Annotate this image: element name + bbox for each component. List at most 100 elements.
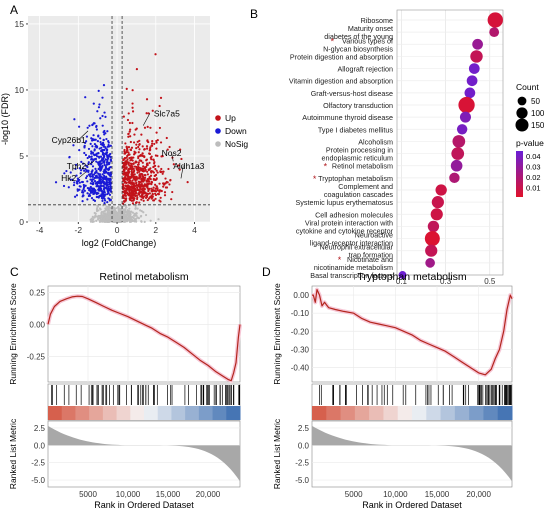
volcano-point-up xyxy=(133,173,136,176)
volcano-x-tick-label: 0 xyxy=(115,225,120,235)
gsea-rank-heat-segment xyxy=(102,406,118,420)
volcano-point-down xyxy=(99,117,102,120)
volcano-gene-label: Hk2 xyxy=(61,173,76,183)
volcano-point-down xyxy=(89,185,92,189)
volcano-point-up xyxy=(153,199,156,202)
volcano-point-up xyxy=(152,186,155,189)
volcano-point-down xyxy=(92,122,95,125)
volcano-point-down xyxy=(104,152,107,156)
volcano-point-nosig xyxy=(106,216,109,220)
volcano-point-nosig xyxy=(99,208,102,211)
volcano-point-down xyxy=(100,193,103,196)
kegg-x-tick-label: 0.1 xyxy=(396,277,408,286)
volcano-point-up xyxy=(125,181,128,185)
kegg-dot xyxy=(449,172,460,184)
volcano-point-up xyxy=(132,189,136,192)
kegg-x-tick-label: 0.5 xyxy=(484,277,496,286)
volcano-point-up xyxy=(153,178,156,181)
volcano-point-up xyxy=(141,189,144,192)
volcano-point-down xyxy=(90,150,93,153)
volcano-point-up xyxy=(127,132,130,135)
volcano-point-up xyxy=(159,200,162,203)
volcano-point-down xyxy=(92,134,95,137)
volcano-point-up xyxy=(122,194,125,197)
volcano-point-nosig xyxy=(115,216,118,219)
volcano-point-nosig xyxy=(106,209,109,212)
volcano-point-down xyxy=(105,137,108,141)
gsea-x-tick-label: 10,000 xyxy=(116,490,141,499)
volcano-point-up xyxy=(160,170,163,173)
volcano-point-nosig xyxy=(140,220,143,223)
volcano-point-nosig xyxy=(104,212,107,215)
volcano-point-up xyxy=(138,143,141,146)
volcano-point-nosig xyxy=(93,211,96,215)
volcano-point-down xyxy=(84,184,87,187)
volcano-point-down xyxy=(93,179,97,183)
volcano-point-up xyxy=(124,184,127,187)
volcano-point-down xyxy=(97,155,101,158)
gsea-es-tick-label: -0.25 xyxy=(27,352,46,361)
volcano-point-nosig xyxy=(122,214,126,217)
volcano-point-nosig xyxy=(116,217,120,220)
volcano-point-down xyxy=(103,201,106,205)
volcano-point-down xyxy=(101,114,104,118)
volcano-point-down xyxy=(100,166,103,169)
volcano-point-up xyxy=(134,128,137,131)
volcano-point-up xyxy=(180,157,183,161)
volcano-point-down xyxy=(75,194,79,197)
volcano-point-up xyxy=(145,147,149,150)
gsea-rank-heat-segment xyxy=(497,406,513,420)
volcano-point-down xyxy=(96,181,99,184)
volcano-y-axis-label: -log10 (FDR) xyxy=(0,93,10,145)
volcano-point-down xyxy=(88,155,91,159)
gsea-es-tick-label: 0.00 xyxy=(293,291,309,300)
volcano-point-up xyxy=(186,181,189,184)
volcano-point-up xyxy=(154,197,157,200)
volcano-point-down xyxy=(86,156,89,160)
volcano-point-down xyxy=(102,156,106,159)
volcano-point-up xyxy=(123,171,126,174)
volcano-y-tick-label: 0 xyxy=(19,217,24,227)
volcano-point-down xyxy=(72,144,75,147)
volcano-point-down xyxy=(103,159,106,163)
volcano-point-down xyxy=(90,170,94,173)
volcano-point-nosig xyxy=(104,207,107,210)
volcano-gene-leader xyxy=(78,171,87,179)
volcano-point-down xyxy=(95,160,98,163)
volcano-point-up xyxy=(149,156,152,159)
volcano-point-up xyxy=(129,182,132,185)
volcano-point-nosig xyxy=(118,209,122,213)
volcano-point-down xyxy=(83,146,86,149)
gsea-metric-tick-label: -2.5 xyxy=(31,459,45,468)
volcano-point-up xyxy=(149,146,152,149)
volcano-point-up xyxy=(146,139,149,142)
gsea-rank-heat-segment xyxy=(412,406,427,420)
volcano-point-down xyxy=(82,194,85,197)
volcano-point-up xyxy=(149,178,152,181)
volcano-point-up xyxy=(140,172,143,176)
volcano-point-down xyxy=(90,152,93,155)
volcano-point-up xyxy=(145,112,148,115)
gsea-rank-heat-segment xyxy=(483,406,499,420)
volcano-point-up xyxy=(125,156,128,159)
volcano-point-down xyxy=(105,151,108,154)
volcano-point-up xyxy=(155,147,158,150)
volcano-point-up xyxy=(147,140,150,144)
volcano-point-up xyxy=(130,146,134,149)
volcano-point-nosig xyxy=(113,207,116,210)
volcano-point-up xyxy=(134,189,137,193)
kegg-dot xyxy=(487,12,503,28)
volcano-point-down xyxy=(91,123,94,127)
volcano-point-up xyxy=(134,160,138,163)
volcano-point-up xyxy=(128,130,131,133)
volcano-point-down xyxy=(103,111,106,114)
volcano-point-up xyxy=(142,178,146,182)
volcano-point-nosig xyxy=(136,207,139,210)
volcano-point-nosig xyxy=(122,216,125,219)
volcano-point-nosig xyxy=(126,209,129,212)
volcano-point-up xyxy=(147,112,150,115)
gsea-rank-heat-segment xyxy=(383,406,399,420)
kegg-colorbar xyxy=(516,151,523,197)
volcano-point-down xyxy=(83,144,86,147)
kegg-term-label: Retinol metabolism xyxy=(332,162,393,171)
